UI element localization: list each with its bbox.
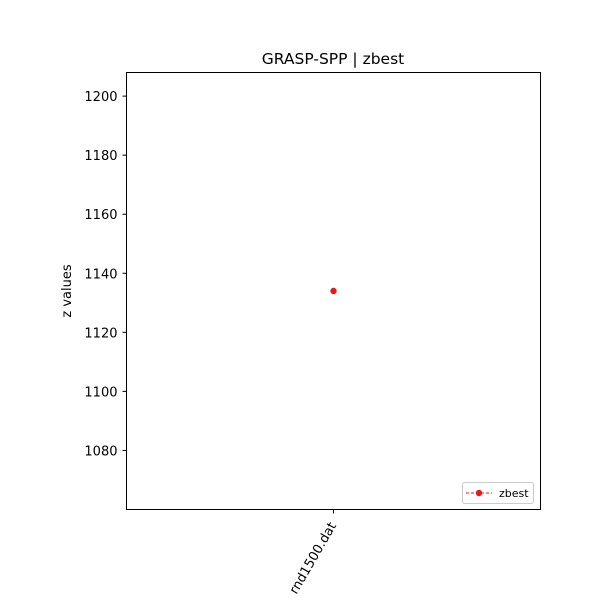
y-tick-label: 1180 bbox=[84, 149, 117, 164]
legend-marker-sample bbox=[475, 489, 483, 497]
x-tick-label: rnd1500.dat bbox=[287, 520, 340, 597]
y-tick-label: 1200 bbox=[84, 90, 117, 105]
legend-box bbox=[462, 482, 534, 504]
y-tick-label: 1100 bbox=[84, 385, 117, 400]
y-tick-label: 1160 bbox=[84, 208, 117, 223]
legend-label: zbest bbox=[499, 487, 529, 500]
legend: zbest bbox=[462, 482, 534, 504]
x-axis: rnd1500.dat bbox=[287, 509, 340, 597]
y-tick-label: 1120 bbox=[84, 326, 117, 341]
data-point bbox=[330, 287, 337, 295]
series-layer bbox=[330, 287, 337, 295]
y-tick-label: 1140 bbox=[84, 267, 117, 282]
y-axis: 1080 1100 1120 1140 1160 1180 1200 bbox=[84, 90, 127, 459]
y-tick-label: 1080 bbox=[84, 444, 117, 459]
chart-title: GRASP-SPP | zbest bbox=[262, 50, 404, 68]
y-axis-title: z values bbox=[60, 264, 75, 317]
